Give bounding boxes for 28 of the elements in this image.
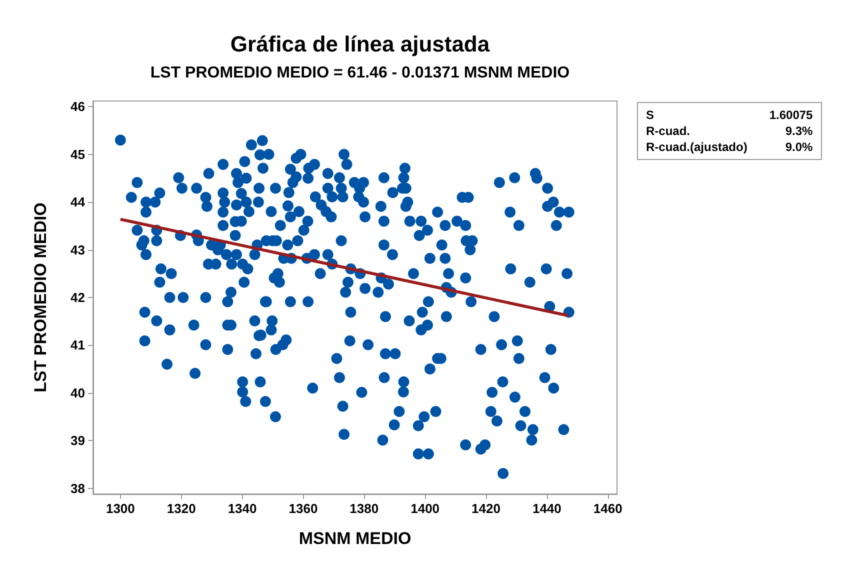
y-tick-label: 43 — [70, 242, 85, 258]
text: S — [646, 108, 656, 122]
x-tick-label: 1300 — [106, 501, 135, 516]
text: R-cuad.(ajustado) — [646, 140, 748, 154]
y-tick-label: 44 — [70, 194, 86, 210]
y-tick-label: 38 — [70, 480, 85, 496]
y-tick-label: 39 — [70, 433, 85, 448]
chart-subtitle: LST PROMEDIO MEDIO = 61.46 - 0.01371 MSNM MEDIO — [150, 64, 570, 82]
x-tick-label: 1460 — [593, 501, 622, 516]
text: 9.0% — [784, 140, 813, 154]
y-axis-title: LST PROMEDIO MEDIO — [31, 202, 50, 392]
y-tick-label: 46 — [70, 99, 85, 114]
x-tick-label: 1320 — [166, 501, 196, 516]
x-tick-label: 1360 — [288, 501, 318, 516]
text: 9.3% — [784, 124, 813, 138]
chart-title: Gráfica de línea ajustada — [230, 32, 490, 56]
y-tick-label: 41 — [70, 338, 85, 353]
x-tick-label: 1440 — [532, 501, 562, 516]
x-tick-label: 1380 — [350, 501, 379, 516]
y-tick-label: 42 — [70, 290, 85, 305]
x-tick-label: 1420 — [472, 501, 500, 516]
x-tick-label: 1340 — [228, 501, 257, 516]
x-tick-label: 1400 — [410, 501, 440, 516]
y-tick-label: 40 — [70, 385, 85, 400]
text: R-cuad. — [646, 124, 692, 138]
text: 1.60075 — [769, 108, 813, 122]
x-axis-title: MSNM MEDIO — [298, 529, 412, 548]
y-tick-label: 45 — [70, 146, 85, 162]
